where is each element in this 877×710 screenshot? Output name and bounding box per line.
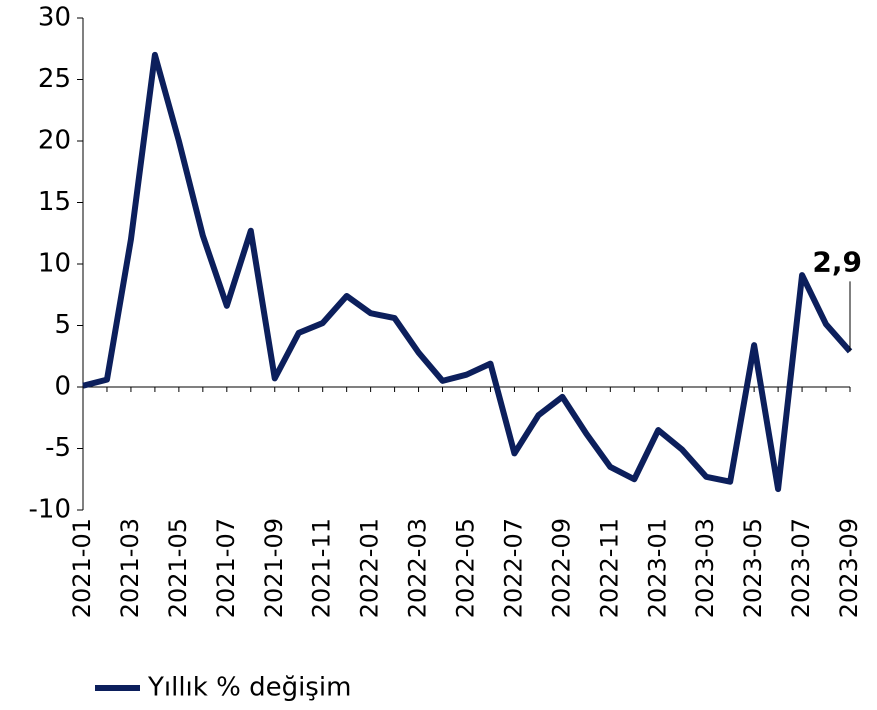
y-tick-label: 15 <box>38 187 71 217</box>
x-tick-label: 2022-09 <box>547 518 575 618</box>
y-tick-label: 30 <box>38 3 71 33</box>
y-tick-label: -10 <box>29 495 71 525</box>
x-tick-label: 2021-07 <box>212 518 240 618</box>
line-series <box>82 51 853 493</box>
x-tick-label: 2021-01 <box>68 518 96 618</box>
x-tick-label: 2023-01 <box>643 518 671 618</box>
data-label: 2,9 <box>812 245 862 278</box>
x-tick-label: 2023-03 <box>691 518 719 618</box>
y-tick-label: 0 <box>54 372 71 402</box>
x-tick-label: 2023-09 <box>835 518 863 618</box>
y-tick-label: 20 <box>38 126 71 156</box>
x-tick-label: 2022-01 <box>356 518 384 618</box>
x-tick-label: 2021-11 <box>308 518 336 618</box>
legend-label: Yıllık % değişim <box>147 673 351 703</box>
y-tick-label: -5 <box>45 433 71 463</box>
x-tick-label: 2021-05 <box>164 518 192 618</box>
x-tick-label: 2022-03 <box>404 518 432 618</box>
x-tick-label: 2021-03 <box>116 518 144 618</box>
x-tick-label: 2021-09 <box>260 518 288 618</box>
x-tick-label: 2022-05 <box>452 518 480 618</box>
x-tick-label: 2022-11 <box>595 518 623 618</box>
y-tick-label: 25 <box>38 64 71 94</box>
y-tick-label: 10 <box>38 249 71 279</box>
x-tick-label: 2023-05 <box>739 518 767 618</box>
x-tick-label: 2023-07 <box>787 518 815 618</box>
x-tick-label: 2022-07 <box>499 518 527 618</box>
y-tick-label: 5 <box>54 310 71 340</box>
